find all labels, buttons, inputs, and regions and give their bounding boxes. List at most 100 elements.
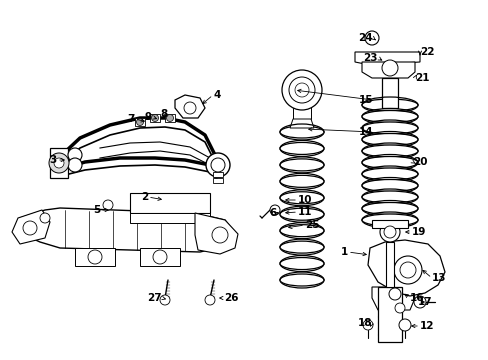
Text: 10: 10 — [297, 195, 312, 205]
Ellipse shape — [280, 225, 324, 237]
Bar — [130, 193, 209, 213]
Text: 5: 5 — [93, 205, 100, 215]
Ellipse shape — [361, 134, 417, 145]
Polygon shape — [354, 52, 419, 65]
Text: 14: 14 — [358, 127, 372, 137]
Text: 4: 4 — [213, 90, 220, 100]
Circle shape — [151, 114, 158, 122]
Ellipse shape — [280, 274, 324, 286]
Text: 8: 8 — [161, 109, 168, 119]
Circle shape — [269, 205, 280, 215]
Bar — [130, 213, 209, 223]
Polygon shape — [18, 208, 235, 252]
Polygon shape — [361, 62, 414, 78]
Bar — [371, 220, 407, 228]
Bar — [75, 248, 115, 266]
Bar — [213, 178, 223, 183]
Circle shape — [383, 226, 395, 238]
Circle shape — [153, 250, 167, 264]
Ellipse shape — [361, 180, 417, 192]
Circle shape — [388, 288, 400, 300]
Polygon shape — [175, 95, 204, 118]
Text: 23: 23 — [363, 53, 377, 63]
Text: 25: 25 — [305, 220, 319, 230]
Circle shape — [205, 153, 229, 177]
Text: 26: 26 — [224, 293, 238, 303]
Ellipse shape — [280, 175, 324, 187]
Bar — [385, 242, 393, 287]
Circle shape — [49, 153, 69, 173]
Circle shape — [393, 256, 421, 284]
Text: 16: 16 — [409, 293, 424, 303]
Polygon shape — [195, 213, 238, 254]
Circle shape — [379, 222, 399, 242]
Circle shape — [364, 31, 378, 45]
Bar — [135, 118, 145, 126]
Bar — [377, 287, 401, 342]
Bar — [381, 78, 397, 108]
Bar — [164, 114, 175, 122]
Text: 6: 6 — [269, 208, 276, 218]
Circle shape — [88, 250, 102, 264]
Circle shape — [68, 158, 82, 172]
Bar — [150, 114, 160, 122]
Bar — [292, 105, 310, 119]
Polygon shape — [50, 148, 68, 178]
Circle shape — [210, 158, 224, 172]
Ellipse shape — [280, 257, 324, 270]
Circle shape — [399, 262, 415, 278]
Circle shape — [166, 114, 173, 122]
Circle shape — [362, 320, 372, 330]
Text: 17: 17 — [417, 297, 432, 307]
Ellipse shape — [361, 145, 417, 157]
Ellipse shape — [361, 99, 417, 111]
Circle shape — [183, 102, 196, 114]
Polygon shape — [367, 240, 444, 296]
Ellipse shape — [361, 111, 417, 122]
Ellipse shape — [361, 157, 417, 168]
Circle shape — [204, 295, 215, 305]
Text: 7: 7 — [127, 114, 135, 124]
Polygon shape — [371, 287, 414, 310]
Ellipse shape — [280, 208, 324, 220]
Text: 22: 22 — [419, 47, 434, 57]
Text: 19: 19 — [411, 227, 426, 237]
Circle shape — [288, 77, 314, 103]
Ellipse shape — [280, 159, 324, 171]
Circle shape — [212, 227, 227, 243]
Circle shape — [294, 83, 308, 97]
Ellipse shape — [280, 192, 324, 204]
Text: 11: 11 — [297, 207, 312, 217]
Polygon shape — [289, 119, 313, 128]
Ellipse shape — [280, 143, 324, 154]
Circle shape — [381, 60, 397, 76]
Ellipse shape — [361, 202, 417, 215]
Circle shape — [40, 213, 50, 223]
Text: 18: 18 — [357, 318, 371, 328]
Circle shape — [398, 319, 410, 331]
Text: 24: 24 — [358, 33, 372, 43]
Circle shape — [160, 295, 170, 305]
Text: 12: 12 — [419, 321, 434, 331]
Circle shape — [103, 200, 113, 210]
Ellipse shape — [361, 214, 417, 226]
Ellipse shape — [361, 122, 417, 134]
Circle shape — [413, 296, 425, 308]
Circle shape — [23, 221, 37, 235]
Ellipse shape — [361, 168, 417, 180]
Text: 9: 9 — [144, 112, 152, 122]
Circle shape — [282, 70, 321, 110]
Bar — [140, 248, 180, 266]
Bar — [213, 172, 223, 177]
Text: 21: 21 — [414, 73, 428, 83]
Circle shape — [394, 303, 404, 313]
Text: 13: 13 — [431, 273, 446, 283]
Ellipse shape — [280, 126, 324, 138]
Text: 2: 2 — [141, 192, 148, 202]
Text: 1: 1 — [340, 247, 347, 257]
Circle shape — [136, 118, 143, 126]
Text: 20: 20 — [412, 157, 427, 167]
Ellipse shape — [361, 191, 417, 203]
Text: 27: 27 — [147, 293, 162, 303]
Circle shape — [54, 158, 64, 168]
